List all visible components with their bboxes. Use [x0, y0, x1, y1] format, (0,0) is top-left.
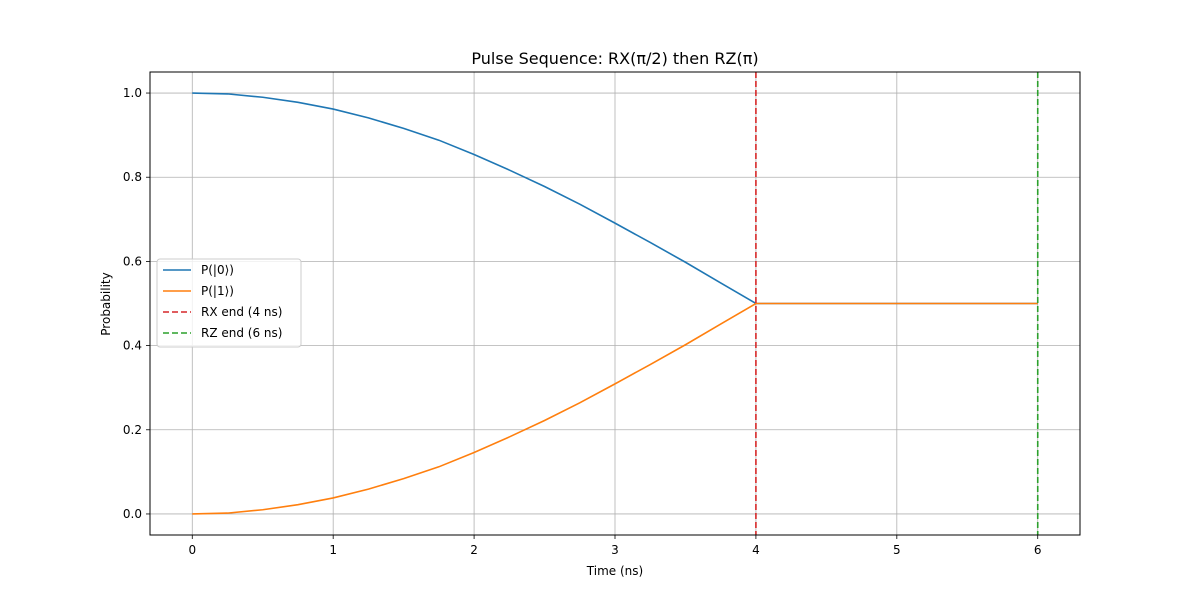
y-tick-label: 0.6 — [123, 254, 142, 268]
y-axis-label: Probability — [99, 272, 113, 335]
y-tick-label: 0.0 — [123, 507, 142, 521]
y-tick-label: 0.8 — [123, 170, 142, 184]
axis-ticks: 0 1 2 3 4 5 6 0.0 0.2 0.4 0.6 0.8 1.0 — [123, 86, 1042, 557]
y-tick-label: 0.2 — [123, 423, 142, 437]
chart-title: Pulse Sequence: RX(π/2) then RZ(π) — [471, 49, 758, 68]
legend-label: P(|0⟩) — [201, 263, 234, 277]
legend-box — [156, 258, 302, 348]
y-tick-label: 1.0 — [123, 86, 142, 100]
legend-label: RX end (4 ns) — [201, 305, 282, 319]
x-tick-label: 5 — [893, 543, 901, 557]
plot-data — [192, 72, 1039, 535]
x-tick-label: 1 — [329, 543, 337, 557]
x-axis-label: Time (ns) — [586, 564, 643, 578]
legend: P(|0⟩) P(|1⟩) RX end (4 ns) RZ end (6 ns) — [156, 258, 302, 348]
legend-label: P(|1⟩) — [201, 284, 234, 298]
x-tick-label: 4 — [752, 543, 760, 557]
x-tick-label: 2 — [470, 543, 478, 557]
x-tick-label: 0 — [188, 543, 196, 557]
legend-label: RZ end (6 ns) — [201, 326, 282, 340]
series-line-p1 — [192, 302, 1038, 515]
x-tick-label: 3 — [611, 543, 619, 557]
y-tick-label: 0.4 — [123, 339, 142, 353]
x-tick-label: 6 — [1034, 543, 1042, 557]
